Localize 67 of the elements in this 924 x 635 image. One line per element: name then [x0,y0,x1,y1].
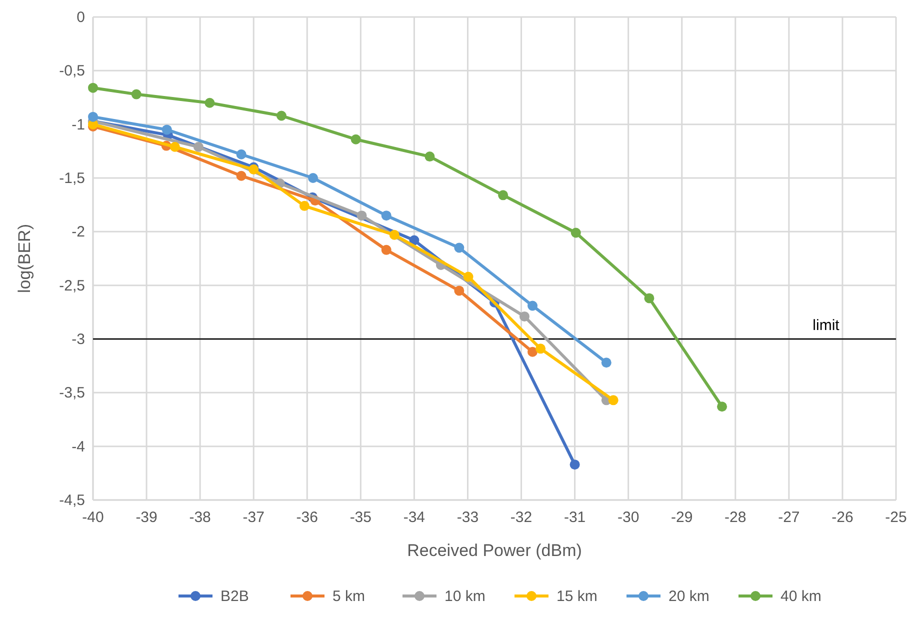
point [570,460,580,470]
point [528,346,538,357]
point [389,230,400,240]
legend-label: 10 km [444,588,486,605]
legend-label: 15 km [556,588,598,605]
x-tick-label: -29 [671,509,693,526]
point [536,344,546,354]
point [528,300,538,311]
point [204,98,215,108]
y-axis-title: log(BER) [15,224,34,293]
x-tick-label: -39 [136,509,158,526]
x-tick-label: -26 [832,509,854,526]
point [498,190,508,200]
y-tick-label: -3,5 [59,384,85,402]
x-tick-label: -37 [242,509,264,526]
point [236,149,246,160]
y-tick-label: 0 [76,9,85,26]
point [350,134,361,144]
x-tick-label: -36 [296,509,318,526]
x-tick-label: -40 [82,509,104,526]
x-tick-label: -27 [778,509,800,526]
point [601,358,612,368]
x-tick-label: -34 [403,509,426,526]
point [162,124,172,135]
y-tick-label: -2 [72,224,85,241]
y-tick-label: -4 [72,438,85,456]
point [299,200,310,211]
legend-label: 40 km [780,588,822,605]
x-tick-label: -33 [456,509,479,526]
point [193,142,204,152]
point [608,395,618,406]
point [424,152,435,162]
point [454,242,464,253]
x-tick-label: -35 [350,509,372,526]
point [463,272,474,282]
point [170,142,180,152]
y-tick-label: -1 [72,116,85,134]
point [454,286,464,296]
y-tick-label: -2,5 [59,277,85,294]
legend-label: B2B [220,588,249,605]
point [519,311,530,322]
legend-label: 5 km [332,588,366,605]
point [356,210,367,221]
y-tick-label: -0,5 [59,62,85,80]
x-tick-label: -28 [724,509,746,526]
x-tick-label: -38 [189,509,211,526]
x-tick-label: -25 [885,509,907,526]
point [381,244,392,255]
legend-label: 20 km [668,588,710,605]
point [276,110,286,121]
point [644,293,654,304]
x-tick-label: -30 [617,509,640,526]
y-tick-label: -3 [72,331,85,348]
x-tick-label: -31 [564,509,586,526]
x-axis-title: Received Power (dBm) [407,541,582,560]
y-tick-label: -4,5 [59,492,85,509]
point [717,402,728,412]
ref-line-label: limit [812,317,840,334]
y-tick-label: -1,5 [59,170,85,187]
point [236,170,246,181]
point [131,89,142,100]
point [570,228,581,238]
point [88,82,98,93]
point [308,173,318,183]
point [88,112,98,122]
x-tick-label: -32 [510,509,532,526]
point [381,210,392,221]
